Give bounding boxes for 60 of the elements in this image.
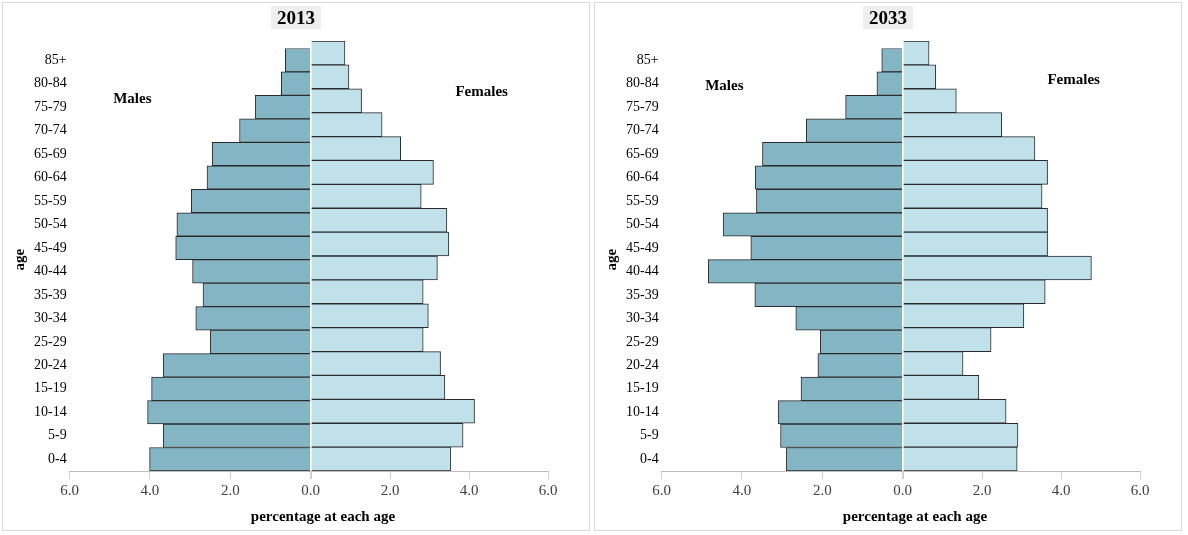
- y-tick-label: 40-44: [33, 263, 67, 279]
- x-tick-label: 2.0: [380, 481, 399, 498]
- y-tick-label: 45-49: [625, 239, 659, 255]
- y-tick-label: 0-4: [47, 450, 67, 466]
- text: Males: [113, 89, 152, 106]
- y-tick-label: 25-29: [625, 333, 659, 349]
- text: Females: [455, 83, 508, 100]
- y-tick-label: 75-79: [33, 98, 67, 114]
- y-tick-label: 80-84: [33, 75, 67, 91]
- y-tick-label: 65-69: [625, 145, 659, 161]
- y-tick-label: 10-14: [625, 403, 659, 419]
- x-tick-label: 0.0: [893, 481, 912, 498]
- y-axis-title: age: [10, 248, 27, 271]
- y-tick-label: 40-44: [625, 263, 659, 279]
- y-tick-label: 15-19: [33, 380, 67, 396]
- y-tick-label: 55-59: [625, 192, 659, 208]
- y-tick-label: 80-84: [625, 75, 659, 91]
- y-tick-label: 15-19: [625, 380, 659, 396]
- chart-title: 2013: [271, 6, 321, 29]
- y-tick-label: 10-14: [33, 403, 67, 419]
- y-tick-label: 50-54: [625, 216, 659, 232]
- y-tick-label: 85+: [44, 51, 67, 67]
- y-tick-label: 85+: [636, 51, 659, 67]
- x-axis-title: percentage at each age: [249, 508, 397, 525]
- y-tick-label: 30-34: [625, 310, 659, 326]
- text: Females: [1047, 70, 1100, 87]
- y-tick-label: 5-9: [639, 427, 659, 443]
- x-tick-label: 4.0: [732, 481, 752, 498]
- x-tick-label: 2.0: [220, 481, 240, 498]
- y-tick-label: 30-34: [33, 310, 67, 326]
- x-tick-label: 6.0: [652, 481, 672, 498]
- y-tick-label: 20-24: [33, 357, 67, 373]
- chart-title: 2033: [863, 6, 913, 29]
- y-tick-label: 5-9: [47, 427, 67, 443]
- x-tick-label: 6.0: [60, 481, 80, 498]
- x-tick-label: 6.0: [1130, 481, 1149, 498]
- y-tick-label: 60-64: [33, 169, 67, 185]
- y-tick-label: 25-29: [33, 333, 67, 349]
- y-tick-label: 45-49: [33, 239, 67, 255]
- y-tick-label: 0-4: [639, 450, 659, 466]
- text: Males: [705, 77, 744, 94]
- x-tick-label: 2.0: [972, 481, 991, 498]
- y-tick-label: 70-74: [625, 122, 659, 138]
- y-tick-label: 35-39: [33, 286, 67, 302]
- y-tick-label: 70-74: [33, 122, 67, 138]
- x-tick-label: 2.0: [812, 481, 832, 498]
- y-tick-label: 75-79: [625, 98, 659, 114]
- y-tick-label: 50-54: [33, 216, 67, 232]
- y-tick-label: 60-64: [625, 169, 659, 185]
- y-tick-label: 65-69: [33, 145, 67, 161]
- x-tick-label: 4.0: [459, 481, 478, 498]
- y-tick-label: 20-24: [625, 357, 659, 373]
- y-tick-label: 55-59: [33, 192, 67, 208]
- y-axis-title: age: [602, 248, 619, 271]
- x-tick-label: 4.0: [140, 481, 160, 498]
- x-tick-label: 0.0: [301, 481, 320, 498]
- x-tick-label: 6.0: [538, 481, 557, 498]
- y-tick-label: 35-39: [625, 286, 659, 302]
- x-tick-label: 4.0: [1051, 481, 1070, 498]
- x-axis-title: percentage at each age: [841, 508, 989, 525]
